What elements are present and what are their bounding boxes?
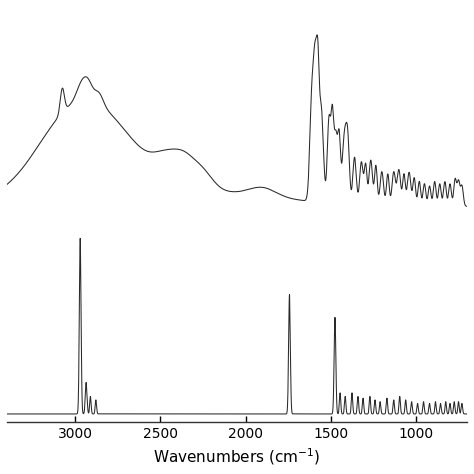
X-axis label: Wavenumbers (cm$^{-1}$): Wavenumbers (cm$^{-1}$) [154, 447, 320, 467]
